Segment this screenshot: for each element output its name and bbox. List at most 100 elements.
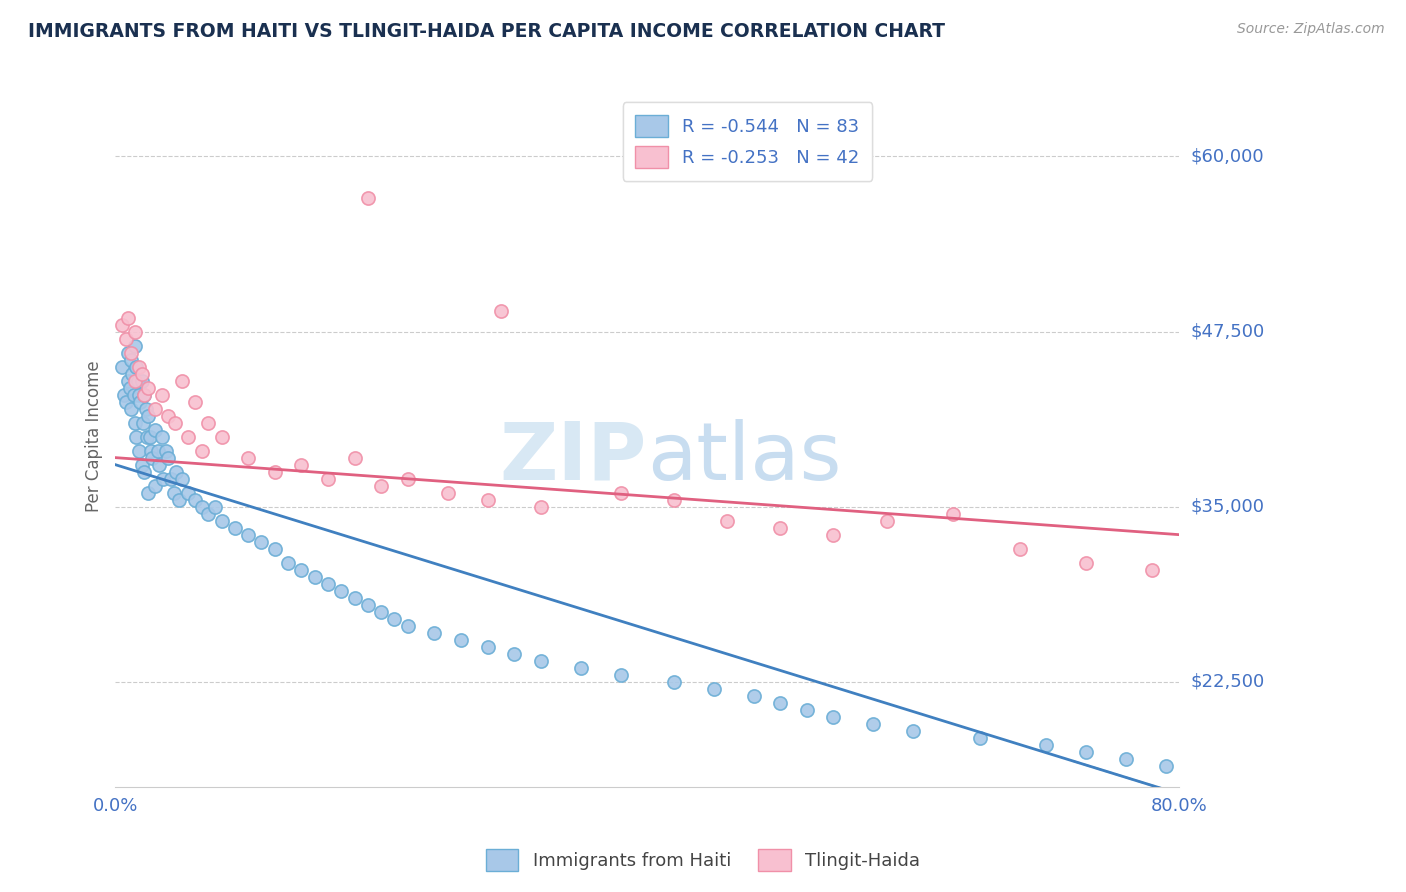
Point (1008, 541, 1031, 556)
Point (609, 667, 631, 681)
Point (155, 443, 177, 458)
Point (128, 387, 150, 401)
Point (114, 394, 136, 409)
Point (129, 394, 152, 409)
Point (236, 527, 259, 541)
Point (120, 345, 142, 359)
Point (120, 352, 142, 367)
Point (190, 443, 212, 458)
Point (143, 423, 166, 437)
Text: Source: ZipAtlas.com: Source: ZipAtlas.com (1237, 22, 1385, 37)
Point (609, 485, 631, 500)
Point (477, 492, 499, 507)
Point (250, 534, 273, 549)
Point (127, 374, 149, 388)
Point (131, 367, 153, 381)
Point (224, 521, 246, 535)
Point (304, 570, 326, 584)
Point (197, 416, 219, 430)
Point (135, 401, 157, 416)
Point (157, 409, 180, 423)
Point (138, 380, 160, 394)
Point (316, 472, 339, 486)
Point (128, 359, 150, 374)
Point (190, 500, 212, 514)
Point (167, 492, 190, 507)
Point (184, 394, 207, 409)
Point (477, 640, 499, 654)
Point (125, 429, 148, 443)
Point (1035, 738, 1057, 752)
Point (662, 492, 685, 507)
Point (316, 576, 339, 591)
Point (143, 401, 166, 416)
Point (370, 478, 392, 492)
Point (163, 416, 186, 430)
Point (114, 332, 136, 346)
Point (204, 500, 226, 514)
Point (120, 401, 142, 416)
Point (569, 661, 592, 675)
Point (263, 541, 285, 556)
Point (170, 472, 193, 486)
Point (131, 458, 153, 472)
Point (211, 429, 233, 443)
Point (384, 612, 406, 626)
Point (143, 478, 166, 492)
Point (769, 696, 792, 710)
Point (370, 605, 392, 619)
Point (703, 681, 725, 696)
Point (769, 521, 792, 535)
Point (138, 409, 160, 423)
Point (1115, 752, 1137, 766)
Point (163, 485, 186, 500)
Point (125, 359, 148, 374)
Point (742, 689, 765, 703)
Point (134, 387, 156, 401)
Point (138, 485, 160, 500)
Text: atlas: atlas (647, 418, 842, 497)
Point (124, 416, 146, 430)
Point (111, 318, 134, 332)
Point (197, 507, 219, 521)
Point (942, 507, 965, 521)
Point (146, 443, 169, 458)
Text: IMMIGRANTS FROM HAITI VS TLINGIT-HAIDA PER CAPITA INCOME CORRELATION CHART: IMMIGRANTS FROM HAITI VS TLINGIT-HAIDA P… (28, 22, 945, 41)
Point (530, 654, 553, 668)
Text: $47,500: $47,500 (1191, 323, 1264, 341)
Point (530, 500, 553, 514)
Point (290, 458, 312, 472)
Point (357, 191, 380, 205)
Point (165, 465, 187, 479)
Point (150, 429, 173, 443)
Point (117, 345, 139, 359)
Point (150, 387, 173, 401)
Point (330, 583, 353, 598)
Point (277, 556, 299, 570)
Point (876, 514, 898, 528)
Point (111, 359, 134, 374)
Point (423, 625, 446, 640)
Point (157, 450, 180, 465)
Text: $35,000: $35,000 (1191, 498, 1264, 516)
Point (211, 514, 233, 528)
Point (343, 450, 366, 465)
Point (124, 325, 146, 339)
Point (662, 674, 685, 689)
Point (503, 647, 526, 661)
Point (357, 598, 380, 612)
Text: ZIP: ZIP (501, 418, 647, 497)
Point (139, 443, 162, 458)
Point (136, 429, 159, 443)
Point (134, 387, 156, 401)
Point (489, 303, 512, 318)
Point (796, 703, 818, 717)
Point (118, 380, 141, 394)
Point (141, 450, 163, 465)
Point (396, 618, 419, 632)
Point (450, 632, 472, 647)
Point (343, 591, 366, 605)
Point (124, 374, 146, 388)
Text: $22,500: $22,500 (1191, 673, 1264, 690)
Point (969, 731, 991, 745)
